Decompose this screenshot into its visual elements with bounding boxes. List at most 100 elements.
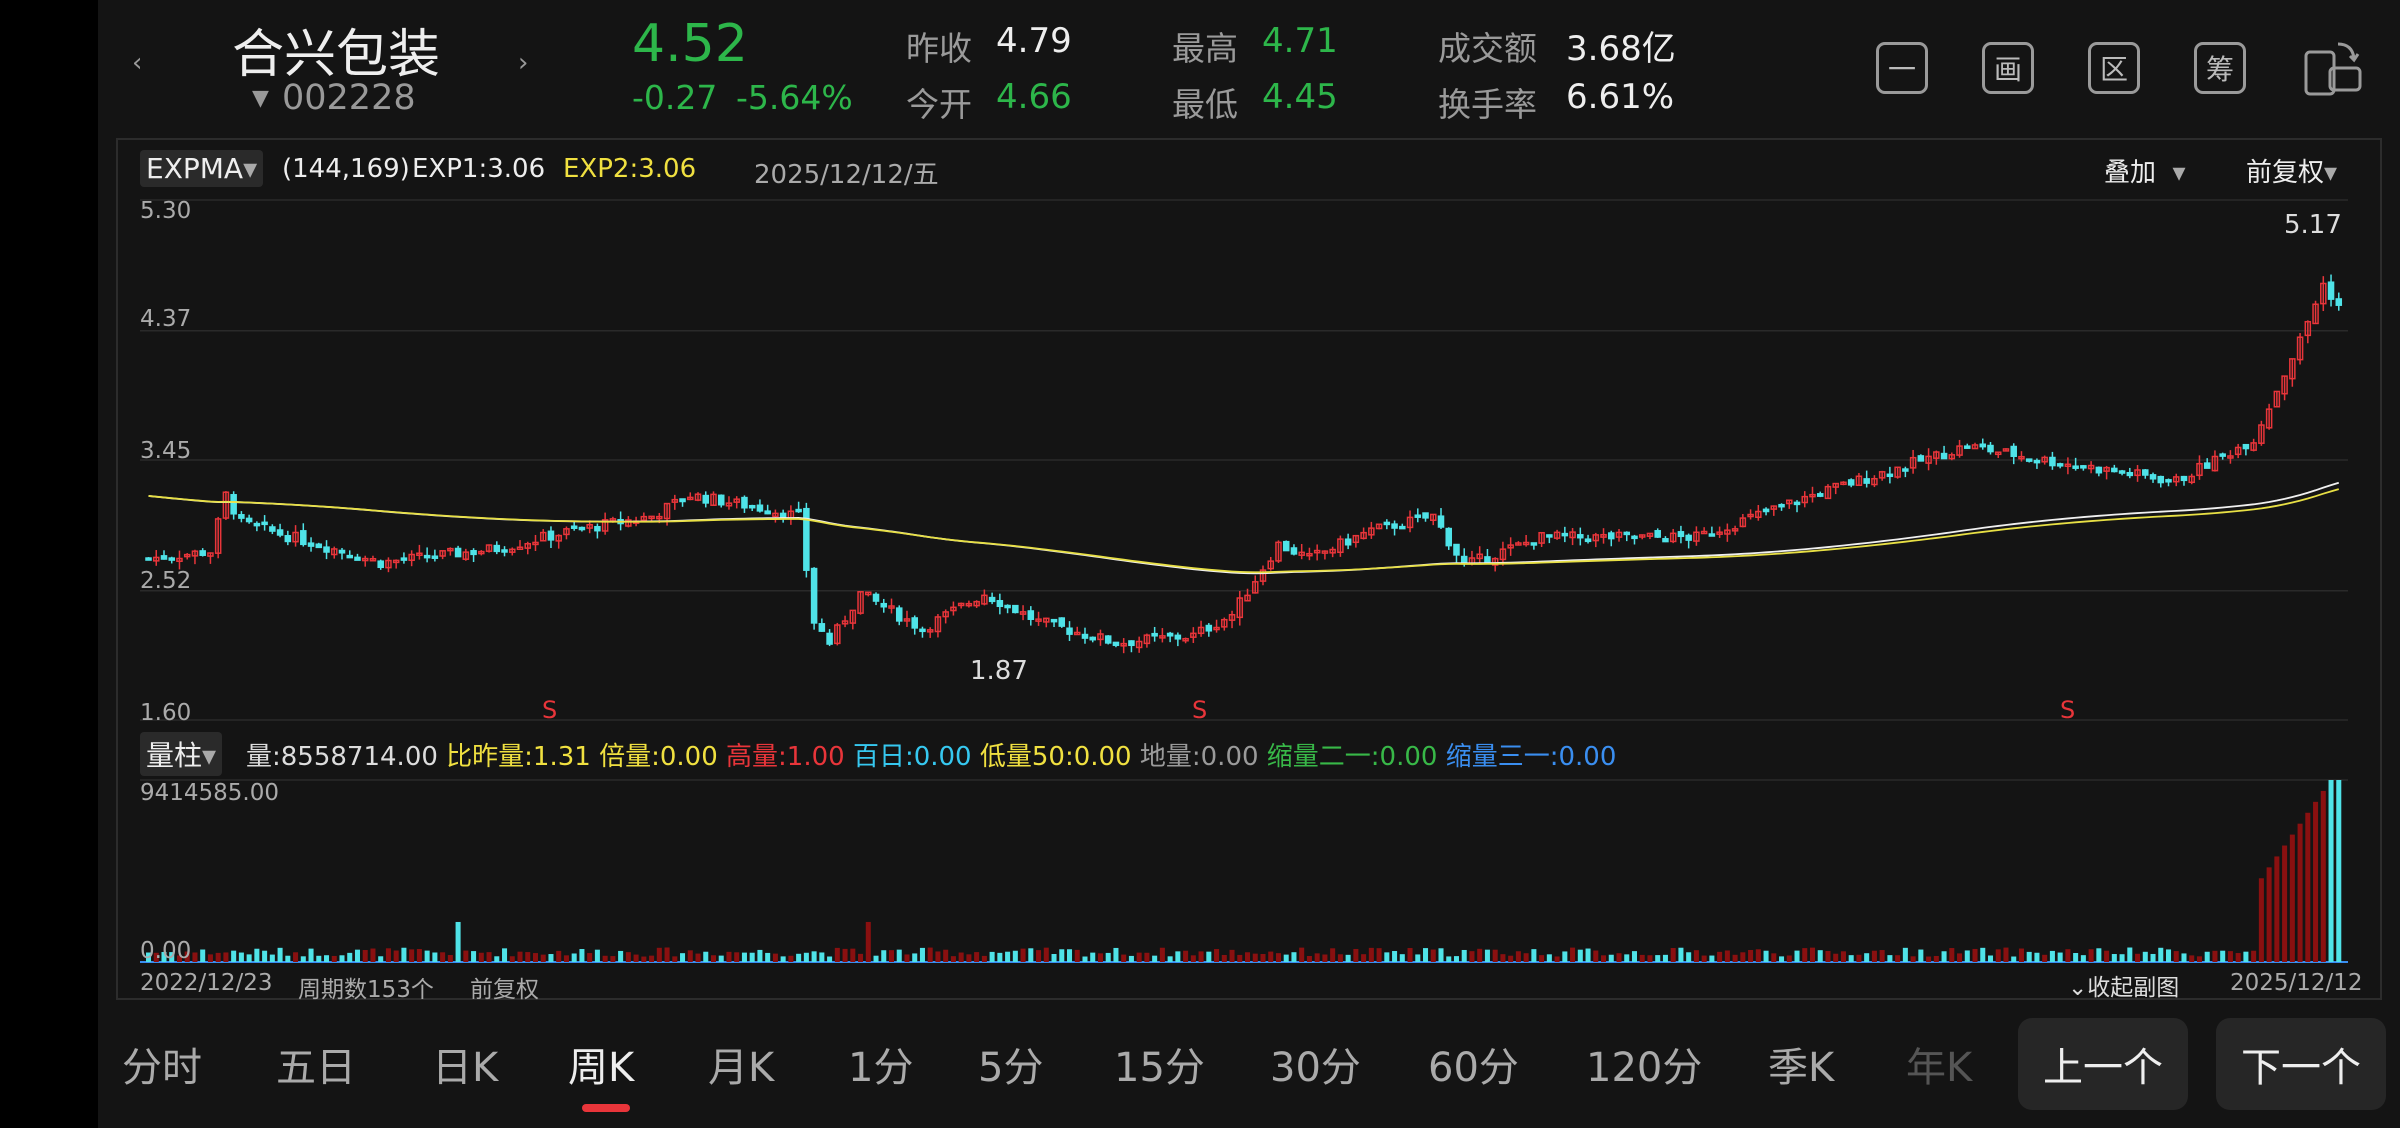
candle-body (694, 493, 702, 501)
candle-body (1012, 604, 1019, 614)
volume-bar (1190, 955, 1196, 962)
candle-body (2320, 282, 2327, 305)
next-stock-button[interactable]: 下一个 (2216, 1018, 2386, 1110)
candle-body (2087, 464, 2095, 470)
current-price: 4.52 (632, 14, 748, 74)
sub-indicator-select[interactable]: 量柱▾ (140, 732, 223, 776)
tab-five-day[interactable]: 五日 (276, 1045, 356, 1091)
volume-bar (1879, 950, 1885, 962)
chevron-down-icon: ▾ (2172, 158, 2186, 188)
end-date: 2025/12/12 (2230, 970, 2363, 996)
volume-bar (780, 956, 786, 962)
candle-body (408, 553, 415, 562)
candle-body (524, 542, 532, 549)
minus-square-icon[interactable]: 一 (1876, 42, 1928, 94)
high-label: 最高 (1172, 29, 1238, 68)
turnover-rate-label: 换手率 (1438, 85, 1537, 124)
tab-30min[interactable]: 30分 (1270, 1045, 1361, 1091)
candle-body (1422, 512, 1429, 519)
tab-quarterly-k[interactable]: 季K (1768, 1045, 1835, 1091)
ratio-prev-volume: 比昨量:1.31 (446, 742, 591, 772)
volume-bar (827, 956, 833, 962)
volume-bar (718, 955, 724, 962)
ground-volume: 地量:0.00 (1139, 742, 1259, 772)
candle-body (1035, 618, 1042, 622)
candle-body (2095, 466, 2103, 474)
candle-body (1824, 485, 1832, 500)
tab-15min[interactable]: 15分 (1114, 1045, 1205, 1091)
candle-body (1770, 505, 1778, 510)
candle-body (454, 547, 462, 558)
candle-body (1716, 531, 1723, 535)
volume-bar (2243, 951, 2249, 962)
volume-bar (1678, 947, 1684, 962)
candle-body (919, 628, 926, 633)
stock-code[interactable]: 002228 (282, 78, 416, 118)
candle-body (199, 550, 206, 556)
candle-body (2273, 390, 2281, 408)
volume-bar (1926, 956, 1932, 962)
candle-body (423, 554, 431, 559)
next-stock-arrow-icon[interactable]: › (518, 48, 529, 78)
tab-1min[interactable]: 1分 (848, 1045, 914, 1091)
tab-60min[interactable]: 60分 (1428, 1045, 1519, 1091)
volume-bar (765, 952, 771, 962)
candle-body (965, 602, 973, 607)
volume-bar (1655, 955, 1661, 962)
draw-square-icon[interactable]: 画 (1982, 42, 2034, 94)
open-label: 今开 (906, 85, 972, 124)
candle-body (1499, 548, 1507, 561)
candle-body (880, 602, 888, 608)
prev-stock-arrow-icon[interactable]: ‹ (132, 48, 143, 78)
candle-body (1352, 534, 1360, 544)
code-dropdown-icon[interactable]: ▼ (252, 86, 269, 111)
candle-body (245, 517, 253, 523)
overlay-select[interactable]: 叠加 ▾ (2104, 152, 2186, 189)
candle-body (1135, 640, 1143, 649)
volume-bar (1554, 956, 1560, 962)
volume-bar (2189, 955, 2195, 962)
collapse-sub-chart-button[interactable]: ⌄收起副图 (2068, 975, 2180, 1001)
chips-square-icon[interactable]: 筹 (2194, 42, 2246, 94)
volume-bar (927, 947, 933, 962)
volume-bar (1740, 952, 1746, 962)
main-indicator-select[interactable]: EXPMA▾ (140, 150, 264, 187)
candle-body (640, 515, 648, 522)
volume-bar (873, 955, 879, 962)
tab-monthly-k[interactable]: 月K (708, 1045, 775, 1091)
volume-bar (1918, 949, 1924, 962)
prev-stock-button[interactable]: 上一个 (2018, 1018, 2188, 1110)
tab-yearly-k[interactable]: 年K (1906, 1045, 1973, 1091)
rotate-screen-icon[interactable] (2300, 38, 2364, 98)
candle-body (2289, 358, 2296, 380)
volume-bar (726, 951, 732, 962)
tab-daily-k[interactable]: 日K (432, 1045, 499, 1091)
candle-body (1244, 594, 1251, 602)
adjust-select[interactable]: 前复权▾ (2246, 152, 2337, 189)
candle-body (1793, 501, 1801, 506)
candle-body (300, 530, 307, 546)
range-square-icon[interactable]: 区 (2088, 42, 2140, 94)
volume-bar (486, 952, 492, 962)
tab-5min[interactable]: 5分 (978, 1045, 1044, 1091)
volume-bar (300, 956, 306, 962)
volume-bar (571, 953, 577, 962)
tab-120min[interactable]: 120分 (1586, 1045, 1703, 1091)
volume-bar (2158, 947, 2164, 962)
volume-bar (1809, 947, 1816, 962)
candlestick-chart[interactable] (98, 0, 2400, 1128)
volume-bar (1562, 951, 1568, 962)
volume-bar (548, 954, 554, 962)
tab-intraday[interactable]: 分时 (122, 1045, 202, 1091)
volume-bar (1701, 955, 1707, 962)
candle-body (1112, 641, 1120, 647)
candle-body (2002, 448, 2010, 452)
volume-bar (424, 950, 430, 962)
candle-body (1190, 632, 1197, 638)
volume-bar (2220, 950, 2226, 962)
volume-bar (1415, 954, 1421, 962)
volume-bar (981, 955, 987, 962)
candle-body (772, 512, 779, 518)
volume-bar (1283, 954, 1289, 962)
tab-weekly-k[interactable]: 周K (568, 1045, 635, 1091)
